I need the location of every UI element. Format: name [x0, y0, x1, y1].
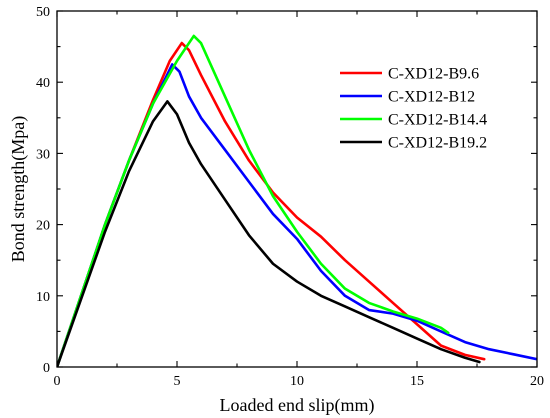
y-tick-label: 50	[36, 5, 50, 20]
y-tick-label: 20	[36, 219, 50, 234]
legend: C-XD12-B9.6 C-XD12-B12 C-XD12-B14.4 C-XD12-…	[340, 66, 487, 152]
x-tick-label: 20	[530, 374, 544, 389]
y-tick-label: 30	[36, 147, 50, 162]
axes: 0 5 10 15 20 0 10 20 30 40 50	[36, 5, 544, 389]
y-tick-label: 10	[36, 290, 50, 305]
x-tick-label: 5	[174, 374, 181, 389]
y-tick-label: 0	[43, 361, 50, 376]
y-axis-title: Bond strength(Mpa)	[8, 116, 29, 262]
x-axis-title: Loaded end slip(mm)	[220, 395, 375, 416]
legend-label: C-XD12-B14.4	[388, 112, 487, 129]
series-line-3	[57, 34, 450, 367]
legend-label: C-XD12-B9.6	[388, 66, 479, 83]
legend-label: C-XD12-B19.2	[388, 135, 487, 152]
x-tick-label: 0	[54, 374, 61, 389]
x-tick-label: 15	[410, 374, 424, 389]
legend-label: C-XD12-B12	[388, 89, 475, 106]
x-tick-label: 10	[290, 374, 304, 389]
legend-item-4: C-XD12-B19.2	[340, 135, 487, 152]
y-tick-label: 40	[36, 76, 50, 91]
plot-frame	[56, 10, 538, 368]
series-group	[57, 34, 537, 367]
legend-item-3: C-XD12-B14.4	[340, 112, 487, 129]
legend-item-2: C-XD12-B12	[340, 89, 475, 106]
series-line-4	[57, 100, 481, 367]
plot-area	[57, 34, 537, 367]
legend-item-1: C-XD12-B9.6	[340, 66, 479, 83]
